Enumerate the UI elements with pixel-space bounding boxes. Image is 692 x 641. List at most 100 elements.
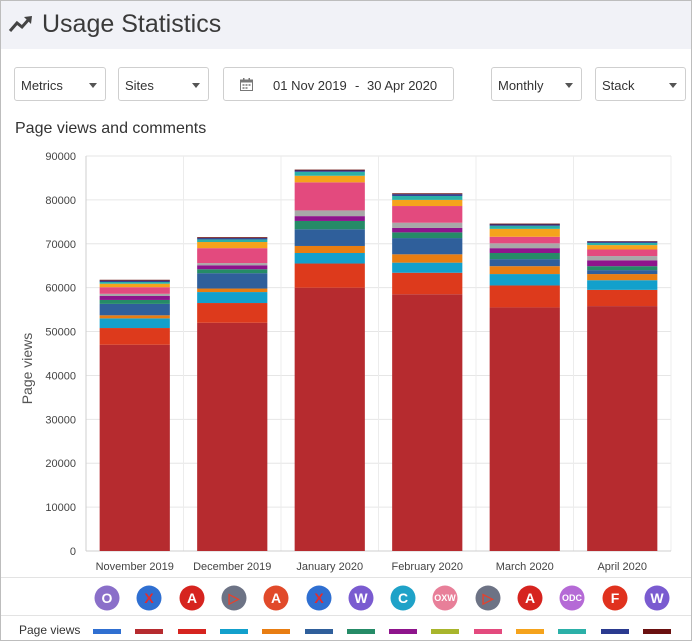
svg-text:X: X xyxy=(314,590,324,606)
a-app-icon-2[interactable]: A xyxy=(517,585,543,611)
bar-segment xyxy=(587,256,658,261)
bar-segment xyxy=(197,238,268,240)
a-outline-app-icon[interactable]: A xyxy=(263,585,289,611)
bar-segment xyxy=(392,272,463,295)
legend-swatch[interactable] xyxy=(558,629,587,634)
legend-swatch[interactable] xyxy=(389,629,418,634)
bar-segment xyxy=(392,195,463,200)
chevron-down-icon xyxy=(565,83,573,88)
legend-swatch[interactable] xyxy=(219,629,248,634)
legend-swatch[interactable] xyxy=(304,629,333,634)
date-to: 30 Apr 2020 xyxy=(367,78,438,93)
bar-segment xyxy=(587,241,658,243)
bar-segment xyxy=(99,344,170,551)
bar-segment xyxy=(197,273,268,289)
legend-swatch[interactable] xyxy=(346,629,375,634)
bar-segment xyxy=(294,170,365,172)
interval-dropdown[interactable]: Monthly xyxy=(491,67,582,101)
bar-segment xyxy=(489,236,560,244)
bar-segment xyxy=(197,292,268,304)
bar-segment xyxy=(489,307,560,551)
bar-segment xyxy=(294,252,365,264)
a-app-icon[interactable]: A xyxy=(179,585,205,611)
bar-segment xyxy=(587,266,658,271)
bar-segment xyxy=(587,245,658,250)
bar-segment xyxy=(294,175,365,183)
f-app-icon[interactable]: F xyxy=(602,585,628,611)
bar-segment xyxy=(294,216,365,221)
sites-dropdown[interactable]: Sites xyxy=(118,67,209,101)
legend-swatch[interactable] xyxy=(135,629,164,634)
bar-segment xyxy=(392,294,463,551)
c-app-icon[interactable]: C xyxy=(390,585,416,611)
o-app-icon[interactable]: O xyxy=(94,585,120,611)
svg-text:A: A xyxy=(525,590,535,606)
bar-segment xyxy=(489,266,560,275)
arrow-app-icon[interactable]: ▷ xyxy=(221,585,247,611)
bar-segment xyxy=(587,242,658,246)
odc-app-icon[interactable]: ODC xyxy=(559,585,585,611)
legend-swatch[interactable] xyxy=(431,629,460,634)
date-range-picker[interactable]: 01 Nov 2019 - 30 Apr 2020 xyxy=(223,67,454,101)
metrics-dropdown-label: Metrics xyxy=(21,78,63,93)
svg-text:A: A xyxy=(187,590,197,606)
legend-swatch[interactable] xyxy=(93,629,121,634)
chevron-down-icon xyxy=(192,83,200,88)
svg-text:▷: ▷ xyxy=(481,590,494,606)
bar-segment xyxy=(587,306,658,551)
x-app-icon[interactable]: X xyxy=(136,585,162,611)
y-tick-label: 20000 xyxy=(45,458,76,470)
bar-segment xyxy=(197,303,268,323)
bar-segment xyxy=(587,270,658,275)
bar-segment xyxy=(392,227,463,233)
arrow-app-icon-2[interactable]: ▷ xyxy=(475,585,501,611)
bar-segment xyxy=(392,206,463,223)
bar-segment xyxy=(489,228,560,237)
bar-segment xyxy=(489,243,560,249)
y-tick-label: 90000 xyxy=(45,151,76,163)
svg-text:W: W xyxy=(354,590,368,606)
interval-dropdown-label: Monthly xyxy=(498,78,544,93)
metrics-dropdown[interactable]: Metrics xyxy=(14,67,106,101)
oxw-app-icon[interactable]: OXW xyxy=(432,585,458,611)
bar-segment xyxy=(392,232,463,239)
bar-segment xyxy=(99,280,170,282)
chevron-down-icon xyxy=(669,83,677,88)
x-tick-label: December 2019 xyxy=(193,561,271,573)
bar-segment xyxy=(587,280,658,290)
legend-label: Page views xyxy=(19,623,81,637)
y-tick-label: 60000 xyxy=(45,283,76,295)
w-app-icon-2[interactable]: W xyxy=(644,585,670,611)
chart-divider xyxy=(1,577,691,578)
bar-segment xyxy=(99,279,170,281)
chart-mode-dropdown[interactable]: Stack xyxy=(595,67,686,101)
bar-segment xyxy=(197,263,268,266)
bar-segment xyxy=(99,287,170,294)
bar-segment xyxy=(392,254,463,263)
x-app-icon-2[interactable]: X xyxy=(306,585,332,611)
legend-swatch[interactable] xyxy=(473,629,502,634)
chart-mode-dropdown-label: Stack xyxy=(602,78,635,93)
legend-swatch[interactable] xyxy=(262,629,291,634)
bar-segment xyxy=(294,169,365,171)
bar-segment xyxy=(294,245,365,253)
date-from: 01 Nov 2019 xyxy=(273,78,347,93)
bar-segment xyxy=(294,220,365,230)
stacked-bar-chart: 0 10000 20000 30000 40000 50000 60000 70000 8000… xyxy=(19,151,672,573)
bar-segment xyxy=(392,262,463,273)
x-tick-label: February 2020 xyxy=(391,561,463,573)
page-title: Usage Statistics xyxy=(42,10,222,38)
bar-segment xyxy=(489,252,560,260)
x-tick-label: April 2020 xyxy=(597,561,647,573)
legend-swatch[interactable] xyxy=(516,629,544,634)
calendar-icon xyxy=(240,78,253,91)
legend-swatch[interactable] xyxy=(600,629,629,634)
legend-swatch[interactable] xyxy=(642,629,671,634)
w-app-icon[interactable]: W xyxy=(348,585,374,611)
bar-segment xyxy=(587,260,658,267)
bar-segment xyxy=(392,238,463,255)
y-tick-label: 30000 xyxy=(45,414,76,426)
legend-swatch[interactable] xyxy=(177,629,206,634)
y-tick-label: 80000 xyxy=(45,195,76,207)
bar-segment xyxy=(294,287,365,551)
